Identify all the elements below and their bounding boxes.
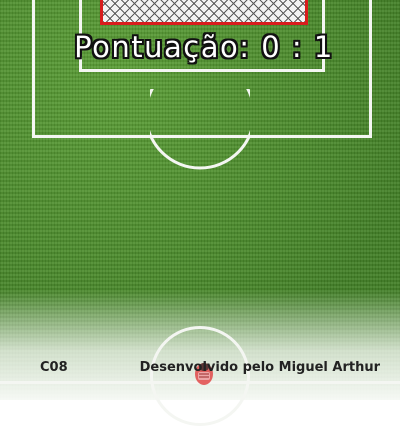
- player-sprite-icon[interactable]: [193, 358, 215, 386]
- goal-net: [100, 0, 308, 25]
- penalty-area: [32, 0, 372, 138]
- footer-credit: Desenvolvido pelo Miguel Arthur: [139, 360, 380, 375]
- penalty-arc: [150, 89, 250, 171]
- footer-code: C08: [40, 360, 68, 375]
- score-display: Pontuação: 0 : 1: [74, 30, 334, 64]
- goal-area: [79, 0, 325, 72]
